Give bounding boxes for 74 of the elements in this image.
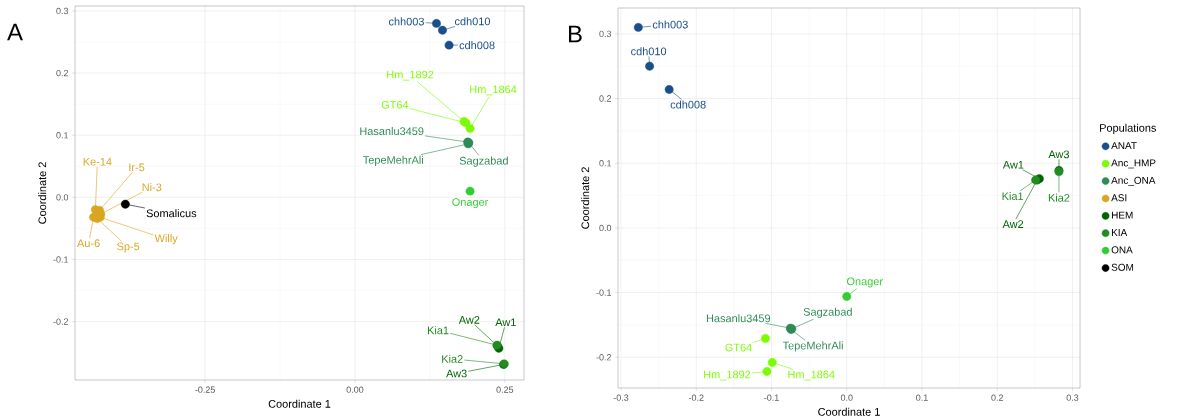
y-tick-label: -0.2 bbox=[53, 318, 69, 325]
annotation: TepeMehrAli bbox=[363, 155, 423, 167]
annotation: Aw1 bbox=[1002, 160, 1024, 169]
x-tick-label: 0.25 bbox=[496, 386, 514, 393]
annotation: Ni-3 bbox=[142, 183, 162, 192]
annotation: Sagzabad bbox=[803, 307, 852, 318]
annotation: chh003 bbox=[652, 20, 688, 29]
y-tick-label: 0.1 bbox=[56, 132, 69, 139]
legend-label: Anc_HMP bbox=[1111, 159, 1156, 169]
annotation: GT64 bbox=[381, 100, 409, 109]
legend-label: KIA bbox=[1111, 229, 1128, 236]
y-tick-label: 0.3 bbox=[56, 7, 69, 15]
annotation: cdh010 bbox=[631, 47, 667, 56]
x-tick-label: -0.1 bbox=[764, 394, 779, 401]
annotation: Kia2 bbox=[442, 354, 463, 363]
legend-label: ANAT bbox=[1111, 142, 1137, 150]
annotation: Aw2 bbox=[458, 316, 480, 324]
annotation: Kia1 bbox=[1002, 192, 1024, 201]
x-axis-title: Coordinate 1 bbox=[268, 399, 331, 408]
y-tick-label: -0.2 bbox=[596, 354, 612, 361]
x-tick-label: -0.2 bbox=[688, 394, 704, 401]
annotation: Ir-5 bbox=[129, 163, 145, 172]
legend-title: Populations bbox=[1100, 123, 1157, 134]
legend-label: ASI bbox=[1111, 194, 1127, 202]
legend-label: Anc_ONA bbox=[1111, 176, 1156, 186]
annotation: Hasanlu3459 bbox=[706, 314, 771, 323]
y-tick-label: -0.1 bbox=[53, 256, 69, 263]
annotation: TepeMehrAli bbox=[782, 341, 843, 352]
y-tick-label: 0.2 bbox=[599, 95, 612, 102]
annotation: cdh008 bbox=[670, 100, 706, 109]
annotation: Au-6 bbox=[77, 239, 100, 248]
annotation: Hm_1864 bbox=[470, 85, 517, 96]
annotation: Hm_1892 bbox=[704, 370, 751, 381]
text: A bbox=[7, 23, 23, 41]
y-tick-label: 0.1 bbox=[599, 160, 612, 167]
annotation: cdh010 bbox=[454, 17, 491, 26]
annotation: Ke-14 bbox=[83, 157, 112, 166]
annotation: Sagzabad bbox=[459, 156, 508, 167]
annotation: Aw1 bbox=[495, 318, 516, 327]
y-tick-label: 0.3 bbox=[599, 30, 612, 38]
text: B bbox=[569, 25, 582, 43]
x-tick-label: 0.1 bbox=[916, 394, 928, 401]
y-tick-label: 0.0 bbox=[599, 224, 612, 232]
legend-label: HEM bbox=[1111, 211, 1133, 219]
annotation: chh003 bbox=[388, 17, 424, 26]
annotation: cdh008 bbox=[459, 41, 495, 50]
legend-label: ONA bbox=[1111, 246, 1133, 254]
y-axis-title: Coordinate 2 bbox=[38, 162, 47, 224]
annotation: Hm_1864 bbox=[788, 370, 835, 381]
annotation: Hm_1892 bbox=[387, 70, 434, 81]
annotation: Aw3 bbox=[1048, 150, 1070, 159]
annotation: Somalicus bbox=[146, 209, 197, 218]
x-tick-label: 0.0 bbox=[840, 394, 853, 401]
annotation: Onager bbox=[846, 277, 883, 288]
x-tick-label: -0.3 bbox=[613, 394, 629, 401]
annotation: Kia2 bbox=[1048, 193, 1070, 202]
y-tick-label: 0.0 bbox=[56, 194, 69, 201]
annotation: Aw3 bbox=[446, 369, 467, 378]
x-tick-label: -0.25 bbox=[195, 386, 215, 393]
y-axis-title: Coordinate 2 bbox=[581, 167, 590, 229]
x-tick-label: 0.00 bbox=[346, 386, 364, 393]
annotation: Sp-5 bbox=[117, 242, 140, 253]
annotation: Onager bbox=[452, 198, 489, 209]
annotation: Aw2 bbox=[1002, 220, 1024, 228]
legend-label: SOM bbox=[1111, 263, 1134, 271]
x-tick-label: 0.3 bbox=[1066, 394, 1079, 401]
x-axis-title: Coordinate 1 bbox=[818, 407, 880, 416]
x-tick-label: 0.2 bbox=[991, 394, 1004, 401]
annotation: Willy bbox=[154, 234, 178, 245]
y-tick-label: 0.2 bbox=[56, 69, 69, 77]
annotation: Hasanlu3459 bbox=[360, 127, 424, 136]
annotation: GT64 bbox=[725, 343, 752, 352]
annotation: Kia1 bbox=[427, 326, 449, 335]
y-tick-label: -0.1 bbox=[596, 289, 612, 296]
